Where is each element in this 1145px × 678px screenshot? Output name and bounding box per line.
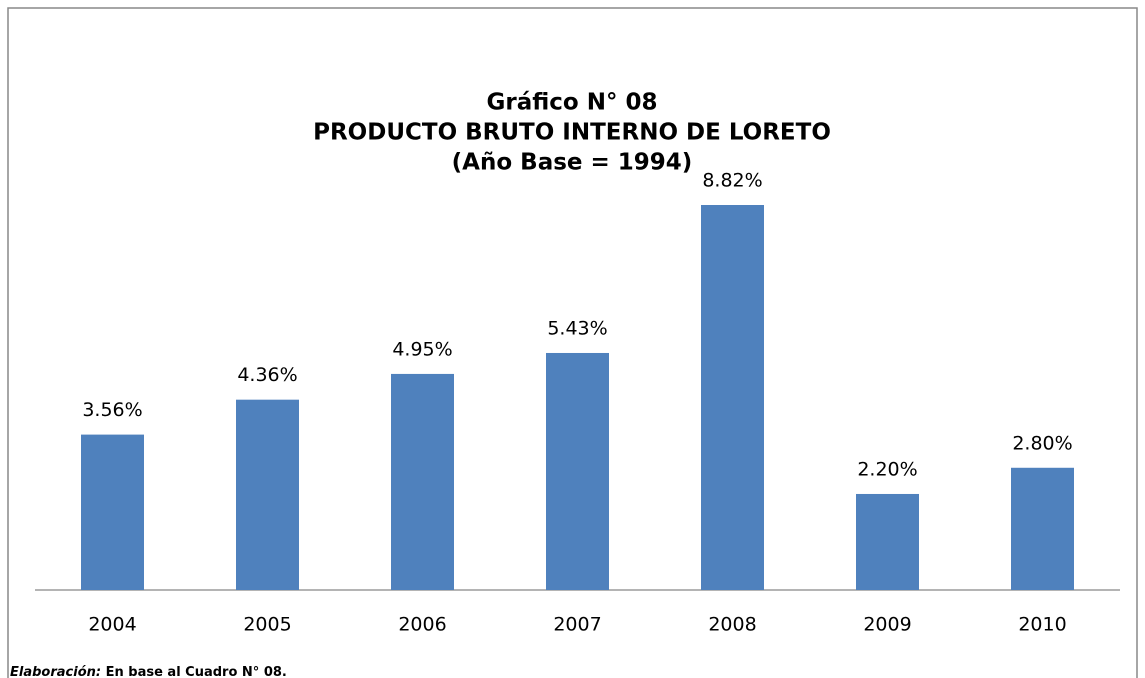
x-tick-label: 2006 xyxy=(398,614,446,636)
bar xyxy=(236,399,299,590)
bar xyxy=(391,373,454,590)
data-label: 4.95% xyxy=(392,338,452,360)
chart-title: PRODUCTO BRUTO INTERNO DE LORETO xyxy=(313,120,831,146)
note: Elaboración: En base al Cuadro N° 08. xyxy=(10,665,287,678)
bar xyxy=(546,352,609,590)
data-label: 4.36% xyxy=(237,364,297,386)
x-tick-label: 2007 xyxy=(553,614,601,636)
x-tick-label: 2004 xyxy=(88,614,136,636)
data-label: 2.20% xyxy=(857,458,917,480)
x-tick-label: 2005 xyxy=(243,614,291,636)
bar xyxy=(81,434,144,590)
bar xyxy=(856,493,919,590)
x-tick-label: 2009 xyxy=(863,614,911,636)
data-label: 2.80% xyxy=(1012,432,1072,454)
bar xyxy=(1011,467,1074,590)
bar xyxy=(701,205,764,590)
note-label: Elaboración: xyxy=(10,665,101,678)
data-label: 3.56% xyxy=(82,399,142,421)
x-tick-label: 2008 xyxy=(708,614,756,636)
data-label: 8.82% xyxy=(702,170,762,192)
note-text: En base al Cuadro N° 08. xyxy=(106,665,287,678)
data-label: 5.43% xyxy=(547,317,607,339)
chart-title: Gráfico N° 08 xyxy=(487,90,658,116)
chart-title: (Año Base = 1994) xyxy=(452,150,693,176)
x-tick-label: 2010 xyxy=(1018,614,1066,636)
